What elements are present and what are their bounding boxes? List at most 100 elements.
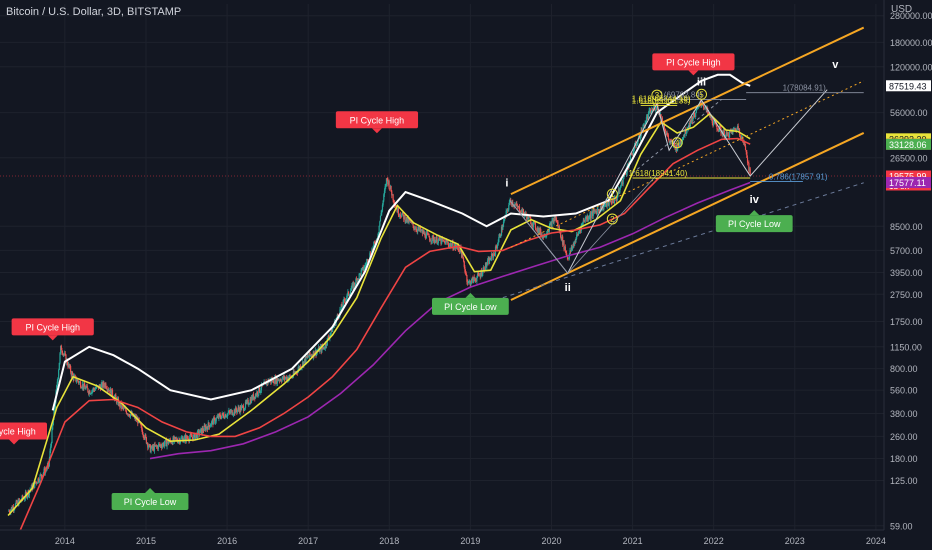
candle-body bbox=[204, 426, 207, 431]
candle-body bbox=[641, 129, 643, 132]
candle-body bbox=[198, 430, 200, 435]
moving-averages bbox=[7, 73, 751, 531]
candle-body bbox=[365, 261, 368, 266]
candle-body bbox=[232, 414, 234, 416]
candle-body bbox=[77, 379, 79, 382]
candle-body bbox=[307, 356, 309, 357]
candle-body bbox=[208, 425, 211, 428]
candle-body bbox=[478, 274, 481, 276]
candle-body bbox=[151, 445, 153, 449]
candle-body bbox=[253, 396, 255, 400]
candle-body bbox=[610, 201, 612, 203]
candle-body bbox=[52, 419, 54, 426]
candle-body bbox=[451, 245, 453, 247]
candle-body bbox=[466, 275, 468, 282]
candle-body bbox=[369, 253, 371, 260]
candle-body bbox=[397, 208, 400, 216]
candle-body bbox=[80, 387, 82, 389]
candle-body bbox=[647, 112, 650, 119]
candle-body bbox=[64, 353, 66, 355]
candle-body bbox=[167, 440, 169, 444]
candle-body bbox=[738, 129, 740, 131]
candle-body bbox=[642, 124, 644, 131]
candle-body bbox=[224, 414, 227, 418]
candle-body bbox=[437, 243, 439, 244]
time-tick-label: 2015 bbox=[136, 536, 156, 546]
candle-body bbox=[508, 200, 511, 205]
candle-body bbox=[434, 239, 436, 243]
candle-body bbox=[429, 237, 431, 241]
candle-body bbox=[34, 481, 36, 483]
moving-average-line bbox=[19, 137, 751, 531]
candle-body bbox=[562, 240, 564, 245]
candle-body bbox=[740, 136, 742, 139]
candle-body bbox=[721, 131, 723, 136]
candle-body bbox=[533, 221, 535, 223]
candle-body bbox=[85, 385, 88, 388]
fib-level-label: 1.618(18941.40) bbox=[629, 169, 688, 178]
candle-body bbox=[201, 428, 203, 434]
candle-body bbox=[695, 108, 697, 113]
fib-level-label: 0.786(17857.91) bbox=[769, 173, 828, 182]
candle-body bbox=[528, 216, 530, 220]
candle-body bbox=[711, 117, 713, 119]
candle-body bbox=[745, 149, 747, 152]
wave-number-label: 4 bbox=[675, 139, 680, 148]
candle-body bbox=[41, 476, 43, 478]
candle-body bbox=[629, 154, 632, 162]
candle-body bbox=[260, 390, 262, 392]
candle-body bbox=[289, 375, 291, 377]
candle-body bbox=[563, 240, 565, 250]
candle-body bbox=[425, 237, 427, 239]
candle-body bbox=[153, 446, 155, 451]
chart-title: Bitcoin / U.S. Dollar, 3D, BITSTAMP bbox=[6, 6, 182, 18]
candle-body bbox=[177, 440, 179, 443]
candle-body bbox=[475, 280, 477, 282]
price-axis[interactable]: 280000.00 180000.00 120000.00 56000.00 26500… bbox=[883, 0, 932, 550]
candle-body bbox=[528, 216, 531, 218]
candle-body bbox=[677, 143, 679, 146]
candle-body bbox=[252, 394, 254, 400]
wave-number-circle bbox=[606, 213, 618, 225]
candle-body bbox=[741, 136, 743, 138]
candle-body bbox=[535, 228, 537, 230]
candle-body bbox=[158, 444, 160, 446]
candle-body bbox=[151, 445, 154, 449]
candle-body bbox=[49, 450, 51, 459]
candle-body bbox=[611, 202, 613, 204]
candle-body bbox=[556, 220, 558, 222]
candle-body bbox=[148, 444, 150, 447]
price-tag bbox=[886, 138, 931, 150]
candle-body bbox=[649, 109, 652, 114]
candle-body bbox=[392, 194, 394, 201]
candle-body bbox=[603, 205, 605, 210]
candle-body bbox=[69, 365, 71, 367]
candle-body bbox=[379, 221, 381, 226]
price-tick-label: 26500.00 bbox=[890, 153, 928, 163]
candle-body bbox=[245, 401, 247, 403]
candle-body bbox=[663, 124, 665, 127]
candle-body bbox=[427, 234, 429, 235]
candle-body bbox=[293, 371, 295, 374]
time-axis[interactable]: 2014 2015 2016 2017 2018 2019 2020 2021 2022 2023… bbox=[0, 529, 886, 546]
candle-body bbox=[298, 366, 300, 370]
pi-cycle-high-badge-pointer bbox=[371, 128, 382, 134]
candle-body bbox=[570, 247, 572, 252]
candle-body bbox=[210, 424, 212, 426]
candle-body bbox=[443, 240, 445, 242]
candle-body bbox=[143, 435, 145, 438]
candle-body bbox=[605, 201, 607, 205]
candle-body bbox=[591, 211, 594, 216]
candle-body bbox=[633, 150, 635, 153]
candle-body bbox=[232, 414, 235, 415]
candle-body bbox=[156, 445, 158, 447]
candle-body bbox=[241, 405, 243, 407]
candle-body bbox=[736, 126, 739, 129]
wave-number-circle bbox=[606, 188, 618, 200]
candle-body bbox=[409, 220, 411, 223]
candle-body bbox=[583, 220, 585, 222]
candle-body bbox=[522, 209, 525, 213]
candle-body bbox=[201, 428, 203, 434]
fib-level-label: 1(69792.84) bbox=[659, 90, 702, 99]
